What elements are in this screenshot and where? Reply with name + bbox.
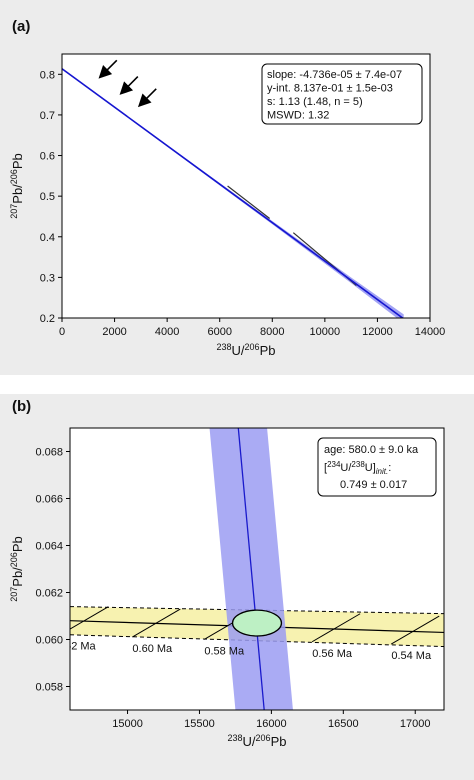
plot-content-b: 62 Ma 0.60 Ma 0.58 Ma 0.56 Ma 0.54 Ma	[65, 428, 444, 710]
xaxis-label-b-sup1: 238	[228, 733, 243, 743]
xtick-label-a-5: 10000	[310, 326, 341, 338]
xtick-label-a-7: 14000	[415, 326, 446, 338]
legend-line-a-2: s: 1.13 (1.48, n = 5)	[267, 96, 363, 108]
arrow-0	[98, 59, 118, 79]
yaxis-label-b: 207Pb/206Pb	[9, 536, 25, 601]
xtick-label-a-1: 2000	[102, 326, 126, 338]
xtick-label-b-1: 15500	[184, 718, 215, 730]
legend-box-a	[261, 63, 423, 125]
data-ellipse	[231, 609, 283, 637]
ytick-label-b-4: 0.066	[35, 494, 63, 506]
ytick-label-b-5: 0.068	[35, 447, 63, 459]
legend-ratio-part-5: init.	[376, 467, 388, 476]
plot-content-a	[62, 68, 404, 318]
legend-ratio-part-0: [	[324, 462, 327, 474]
isochron-line	[237, 428, 265, 710]
chart-a-svg: 0 2000 4000 6000 8000 10000 12000 14000 0.2 0.3 0.…	[9, 53, 446, 358]
axes-frame-a	[61, 53, 431, 319]
legend-ratio-part-2: U/	[340, 462, 352, 474]
xaxis-label-b-end: Pb	[271, 734, 287, 749]
panel-label-b: (b)	[12, 398, 32, 415]
yaxis-label-b-end: Pb	[10, 536, 25, 552]
ytick-label-a-3: 0.5	[40, 191, 55, 203]
xtick-label-b-4: 17000	[400, 718, 431, 730]
ytick-label-b-2: 0.062	[35, 588, 63, 600]
regression-line	[62, 68, 404, 318]
xtick-label-b-0: 15000	[112, 718, 143, 730]
legend-ratio-part-4: U]	[365, 462, 376, 474]
yaxis-label-a-sup1: 207	[9, 204, 19, 219]
legend-line-a-1: y-int. 8.137e-01 ± 1.5e-03	[267, 83, 393, 95]
ytick-label-a-2: 0.4	[40, 232, 55, 244]
yaxis-label-a-sup2: 206	[9, 169, 19, 184]
ytick-label-a-4: 0.6	[40, 151, 55, 163]
xaxis-label-b-mid: U/	[243, 734, 256, 749]
legend-ratio-part-1: 234	[327, 460, 341, 469]
panel-a: (a) 0 2000 4000 6000 8000 10000 12000 14000 0.2 0…	[0, 0, 474, 375]
panel-b: (b) 62 Ma 0.60 Ma 0.58 Ma 0.56 Ma 0.54 Ma 150…	[0, 394, 474, 780]
yaxis-label-b-mid: Pb/	[10, 567, 25, 587]
age-marker-tick-0	[70, 606, 109, 630]
legend-ratio-part-6: :	[388, 462, 391, 474]
xtick-label-a-3: 6000	[207, 326, 231, 338]
legend-age-b: age: 580.0 ± 9.0 ka	[324, 444, 419, 456]
xtick-label-a-6: 12000	[362, 326, 393, 338]
data-ellipse-0	[227, 185, 271, 219]
xtick-label-b-2: 16000	[256, 718, 287, 730]
axes-frame-b	[69, 427, 445, 711]
yaxis-label-a-end: Pb	[10, 153, 25, 169]
xaxis-label-b-sup2: 206	[256, 733, 271, 743]
age-marker-label-0: 62 Ma	[65, 641, 96, 653]
age-marker-tick-4	[390, 615, 440, 645]
ytick-label-a-5: 0.7	[40, 110, 55, 122]
ytick-label-a-1: 0.3	[40, 272, 55, 284]
concordia-band-upper	[70, 606, 444, 615]
panel-label-a: (a)	[12, 18, 31, 35]
legend-line-a-3: MSWD: 1.32	[267, 110, 329, 122]
legend-line-a-0: slope: -4.736e-05 ± 7.4e-07	[267, 69, 402, 81]
legend-box-b	[317, 437, 437, 497]
chart-b-svg: 62 Ma 0.60 Ma 0.58 Ma 0.56 Ma 0.54 Ma 15000 15…	[9, 427, 445, 749]
legend-ratio-b: [234U/238U]init.:	[324, 460, 391, 476]
legend-ratio-part-3: 238	[351, 460, 365, 469]
xaxis-label-b: 238U/206Pb	[228, 733, 287, 749]
ytick-label-b-3: 0.064	[35, 541, 63, 553]
age-marker-tick-1	[132, 608, 181, 638]
ytick-label-b-1: 0.060	[35, 635, 63, 647]
xtick-label-a-0: 0	[59, 326, 65, 338]
xaxis-label-a-mid: U/	[232, 343, 245, 358]
legend-value-b: 0.749 ± 0.017	[340, 479, 407, 491]
ytick-label-b-0: 0.058	[35, 682, 63, 694]
xaxis-label-a: 238U/206Pb	[217, 342, 276, 358]
age-marker-label-2: 0.58 Ma	[204, 645, 245, 657]
arrow-1	[119, 76, 139, 95]
age-marker-label-4: 0.54 Ma	[391, 650, 432, 662]
yaxis-label-a-mid: Pb/	[10, 184, 25, 204]
age-marker-label-3: 0.56 Ma	[312, 648, 353, 660]
xtick-label-a-4: 8000	[260, 326, 284, 338]
xaxis-label-a-sup1: 238	[217, 342, 232, 352]
age-marker-tick-3	[311, 613, 361, 643]
ytick-label-a-6: 0.8	[40, 69, 55, 81]
yaxis-label-b-sup1: 207	[9, 587, 19, 602]
yaxis-label-a: 207Pb/206Pb	[9, 153, 25, 218]
arrow-2	[137, 88, 157, 108]
ytick-label-a-0: 0.2	[40, 313, 55, 325]
xaxis-label-a-sup2: 206	[245, 342, 260, 352]
xtick-label-b-3: 16500	[328, 718, 359, 730]
yaxis-label-b-sup2: 206	[9, 552, 19, 567]
xtick-label-a-2: 4000	[155, 326, 179, 338]
concordia-band-lower	[70, 634, 444, 648]
age-marker-label-1: 0.60 Ma	[132, 643, 173, 655]
xaxis-label-a-end: Pb	[260, 343, 276, 358]
